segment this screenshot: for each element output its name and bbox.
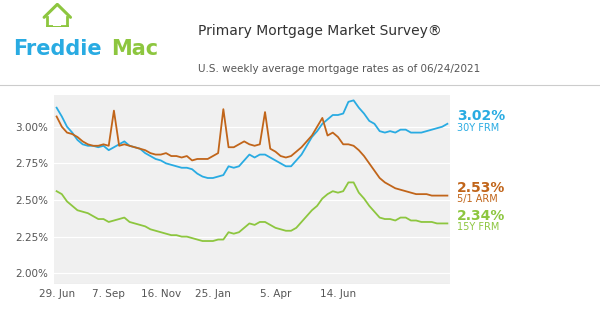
Text: Mac: Mac [111, 39, 158, 59]
Text: 3.02%: 3.02% [457, 109, 505, 123]
Text: 30Y FRM: 30Y FRM [457, 123, 499, 133]
Text: Primary Mortgage Market Survey®: Primary Mortgage Market Survey® [198, 25, 442, 38]
Text: Freddie: Freddie [13, 39, 102, 59]
Text: U.S. weekly average mortgage rates as of 06/24/2021: U.S. weekly average mortgage rates as of… [198, 64, 480, 74]
Bar [53, 20, 61, 26]
Text: 5/1 ARM: 5/1 ARM [457, 194, 498, 204]
Text: 15Y FRM: 15Y FRM [457, 222, 500, 232]
Text: 2.53%: 2.53% [457, 181, 506, 195]
Text: 2.34%: 2.34% [457, 209, 506, 223]
